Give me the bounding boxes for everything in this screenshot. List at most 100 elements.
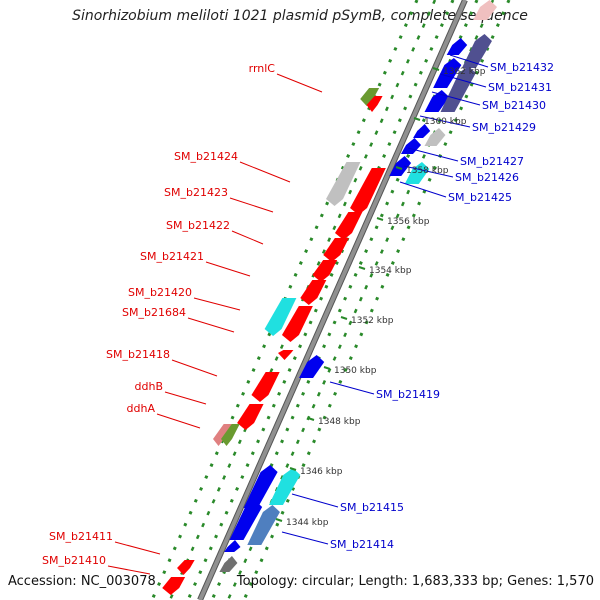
kbp-label: 1344 kbp <box>286 518 329 528</box>
gene-slate-2 <box>440 66 476 112</box>
gene-SM_b21418 <box>251 372 280 402</box>
gene-label-left: ddhB <box>135 380 163 393</box>
gene-SM_b21425 <box>404 162 430 184</box>
gene-SM_b21415 <box>243 465 278 508</box>
gene-SM_b21420 <box>300 280 327 305</box>
leader-right <box>291 493 339 508</box>
gene-label-left: SM_b21410 <box>42 554 106 567</box>
label-leaders <box>107 54 489 575</box>
leader-right <box>403 165 454 178</box>
gene-SM_b21431 <box>433 58 462 88</box>
tick-guide <box>186 0 455 600</box>
kbp-tick <box>432 67 440 71</box>
kbp-tick <box>340 316 348 320</box>
gene-label-right: SM_b21431 <box>488 81 552 94</box>
leader-left <box>171 359 218 377</box>
leader-left <box>187 317 235 333</box>
gene-small-blue <box>224 540 241 552</box>
leader-left <box>205 261 251 277</box>
gene-gray-outer <box>326 162 361 206</box>
gene-ddhB <box>237 404 264 430</box>
leader-left <box>239 161 291 183</box>
kbp-tick <box>376 217 384 221</box>
gene-SM_b21410 <box>162 577 186 595</box>
gene-label-left: SM_b21420 <box>128 286 192 299</box>
leader-left <box>164 391 207 405</box>
kbp-label: 1348 kbp <box>318 417 361 427</box>
leader-right <box>281 531 329 545</box>
leader-left <box>156 413 201 429</box>
gene-SM_b21432-a <box>446 38 468 55</box>
leader-left <box>107 565 151 575</box>
kbp-label: 1362 kbp <box>443 67 486 77</box>
gene-cyan-outer <box>264 298 297 336</box>
gene-rrnlC <box>360 88 380 106</box>
kbp-tick <box>323 366 331 370</box>
leader-right <box>399 181 447 198</box>
gene-SM_b21414 <box>229 500 263 540</box>
leader-right <box>439 73 487 88</box>
gene-SM_b21419 <box>299 355 325 378</box>
gene-cyan-right <box>268 468 301 505</box>
gene-label-left: SM_b21418 <box>106 348 170 361</box>
leader-right <box>419 115 471 128</box>
gene-SM_b21424 <box>350 168 386 215</box>
gene-SM_b21421 <box>312 260 338 282</box>
kbp-label: 1358 kbp <box>406 166 449 176</box>
kbp-label: 1346 kbp <box>300 467 343 477</box>
kbp-tick <box>395 166 403 170</box>
gene-label-left: SM_b21684 <box>122 306 186 319</box>
gene-label-right: SM_b21430 <box>482 99 546 112</box>
accession-text: Accession: NC_003078 <box>8 574 156 589</box>
gene-label-right: SM_b21425 <box>448 191 512 204</box>
gene-label-left: SM_b21424 <box>174 150 238 163</box>
leader-left <box>229 197 274 213</box>
gene-label-right: SM_b21414 <box>330 538 394 551</box>
gene-SM_b21684 <box>281 306 313 342</box>
gene-rrnlC-adjacent <box>278 350 294 360</box>
leader-left <box>193 297 241 311</box>
kbp-tick <box>289 467 297 471</box>
gene-label-right: SM_b21432 <box>490 61 554 74</box>
leader-right <box>329 381 375 395</box>
gene-steel-right <box>247 505 280 545</box>
gene-SM_b21429 <box>413 124 431 138</box>
leader-left <box>114 541 161 555</box>
leader-right <box>407 147 459 162</box>
tick-guide <box>242 0 511 600</box>
topology-text: Topology: circular; Length: 1,683,333 bp… <box>236 574 594 589</box>
kbp-tick <box>307 417 315 421</box>
kbp-tick <box>413 117 421 121</box>
gene-slate-1 <box>461 34 492 68</box>
gene-labels: rrnlC SM_b21424 SM_b21423 SM_b21422 SM_b2142… <box>42 61 554 567</box>
gene-label-right: SM_b21429 <box>472 121 536 134</box>
gene-label-right: SM_b21415 <box>340 501 404 514</box>
gene-SM_b21426 <box>389 156 412 176</box>
backbone-core <box>198 0 467 600</box>
gene-label-right: SM_b21419 <box>376 388 440 401</box>
gene-rrnlC-red <box>366 96 383 112</box>
gene-label-left: SM_b21421 <box>140 250 204 263</box>
gene-gray-right <box>424 128 446 146</box>
kbp-label: 1356 kbp <box>387 217 430 227</box>
kbp-tick <box>358 266 366 270</box>
tick-guide <box>168 0 437 600</box>
gene-label-left: ddhA <box>127 402 156 415</box>
gene-SM_b21411 <box>177 560 195 575</box>
gene-label-left: SM_b21423 <box>164 186 228 199</box>
kbp-label: 1360 kbp <box>424 117 467 127</box>
leader-left <box>231 230 264 245</box>
kbp-label: 1352 kbp <box>351 316 394 326</box>
gene-top-pink <box>473 0 497 20</box>
kbp-tick <box>275 518 283 522</box>
gene-ddhA-green <box>221 424 240 446</box>
leader-left <box>276 73 323 93</box>
gene-SM_b21422 <box>323 238 349 262</box>
kbp-label: 1350 kbp <box>334 366 377 376</box>
leader-right <box>449 54 489 68</box>
gene-features <box>162 0 497 595</box>
gene-label-left: SM_b21422 <box>166 219 230 232</box>
gene-label-right: SM_b21426 <box>455 171 519 184</box>
kbp-scale: 1362 kbp 1360 kbp 1358 kbp 1356 kbp 1354 kbp… <box>275 67 486 528</box>
